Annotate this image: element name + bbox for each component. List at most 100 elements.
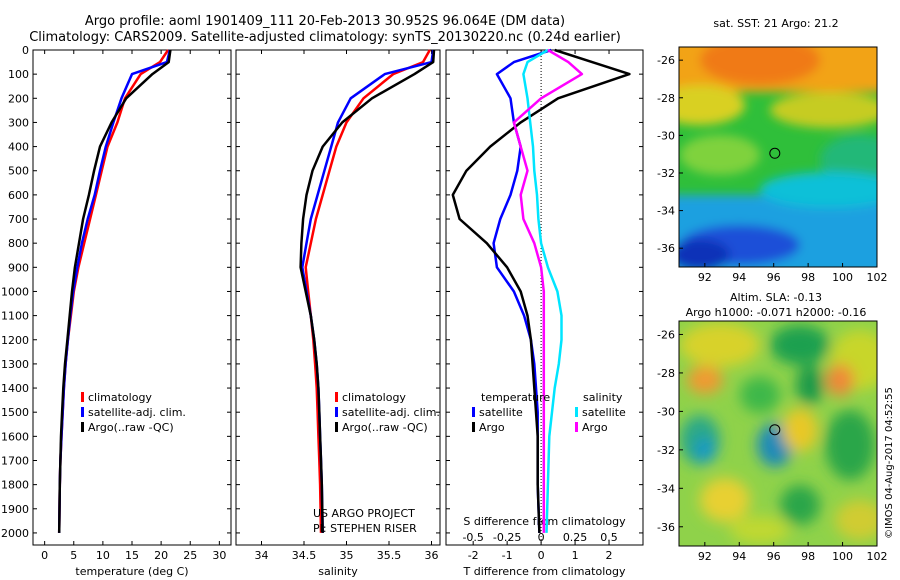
sst-map: sat. SST: 21 Argo: 21.2 92 94 96 98 100 102 -2… (657, 17, 887, 284)
map-y-tick-label: -26 (657, 328, 675, 341)
x-tick-label: 0 (41, 549, 48, 562)
y-tick-label: 1700 (1, 454, 29, 467)
sst-map-title: sat. SST: 21 Argo: 21.2 (713, 17, 838, 30)
series-line-temperature-argo (451, 48, 631, 533)
map-y-tick-label: -36 (657, 242, 675, 255)
map-y-tick-label: -34 (657, 482, 675, 495)
y-tick-label: 1000 (1, 285, 29, 298)
map-y-tick-label: -26 (657, 54, 675, 67)
y-tick-label: 400 (8, 141, 29, 154)
legend-swatch (81, 392, 84, 402)
map-y-tick-label: -28 (657, 367, 675, 380)
s-diff-tick-label: 0.5 (600, 531, 618, 544)
project-annotation: US ARGO PROJECT (313, 507, 415, 520)
salinity-panel: 34 34.5 35 35.5 36 salinity climatology satelli… (235, 49, 441, 578)
x-axis-label: temperature (deg C) (75, 565, 188, 578)
x-tick-label: 0 (538, 549, 545, 562)
y-tick-label: 300 (8, 116, 29, 129)
x-tick-label: 34.5 (292, 549, 317, 562)
map-x-tick-label: 102 (867, 550, 888, 563)
y-tick-label: 700 (8, 213, 29, 226)
sst-map-axes: 92 94 96 98 100 102 -26 -28 -30 -32 -34 -36 (657, 54, 887, 284)
map-x-tick-label: 96 (767, 271, 781, 284)
series-line-salinity-satellite (522, 48, 563, 533)
sla-argo-position-marker (769, 424, 781, 436)
map-x-tick-label: 100 (832, 271, 853, 284)
sla-map-axes: 92 94 96 98 100 102 -26 -28 -30 -32 -34 -36 (657, 328, 887, 563)
y-tick-label: 1300 (1, 358, 29, 371)
legend-label: climatology (88, 391, 152, 404)
s-diff-tick-label: -0.5 (462, 531, 483, 544)
x-axis-label: salinity (318, 565, 358, 578)
x-tick-label: 1 (572, 549, 579, 562)
sla-map-field (679, 321, 877, 546)
series-line-argo-raw-qc- (299, 49, 436, 533)
legend-label: satellite-adj. clim. (342, 406, 440, 419)
x-axis-label: T difference from climatology (463, 565, 626, 578)
legend-label: satellite (479, 406, 523, 419)
legend-label: Argo (479, 421, 505, 434)
map-x-tick-label: 98 (801, 550, 815, 563)
legend-swatch (335, 407, 338, 417)
x-tick-label: -1 (502, 549, 513, 562)
series-line-climatology (304, 49, 431, 533)
legend-swatch (575, 407, 578, 417)
s-diff-tick-label: 0 (538, 531, 545, 544)
map-x-tick-label: 94 (732, 271, 746, 284)
y-tick-label: 800 (8, 237, 29, 250)
x-tick-label: -2 (468, 549, 479, 562)
sla-map: Altim. SLA: -0.13 Argo h1000: -0.071 h20… (657, 291, 887, 563)
legend-label: climatology (342, 391, 406, 404)
legend-label: Argo(..raw -QC) (88, 421, 174, 434)
map-y-tick-label: -30 (657, 129, 675, 142)
legend-swatch (335, 422, 338, 432)
y-tick-label: 1100 (1, 310, 29, 323)
x-tick-label: 36 (425, 549, 439, 562)
y-tick-label: 1200 (1, 334, 29, 347)
legend-label: Argo (582, 421, 608, 434)
sla-map-title-line-1: Altim. SLA: -0.13 (730, 291, 822, 304)
y-tick-label: 1600 (1, 430, 29, 443)
x-tick-label: 10 (96, 549, 110, 562)
map-y-tick-label: -32 (657, 444, 675, 457)
map-x-tick-label: 92 (698, 271, 712, 284)
plot-frame (32, 49, 232, 546)
y-tick-label: 1500 (1, 406, 29, 419)
y-tick-label: 900 (8, 261, 29, 274)
y-tick-label: 600 (8, 189, 29, 202)
x-tick-label: 25 (183, 549, 197, 562)
y-tick-label: 0 (22, 44, 29, 57)
map-y-tick-label: -28 (657, 92, 675, 105)
sst-map-field (679, 47, 877, 267)
legend-swatch (81, 422, 84, 432)
s-diff-tick-label: -0.25 (493, 531, 521, 544)
map-x-tick-label: 94 (732, 550, 746, 563)
project-annotation: PI: STEPHEN RISER (313, 522, 417, 535)
map-y-tick-label: -30 (657, 405, 675, 418)
plot-frame (235, 49, 441, 546)
sla-map-title-line-2: Argo h1000: -0.071 h2000: -0.16 (686, 306, 867, 319)
legend-swatch (472, 422, 475, 432)
legend-title-temperature: temperature (481, 391, 550, 404)
x-tick-label: 34 (255, 549, 269, 562)
y-tick-label: 200 (8, 92, 29, 105)
map-y-tick-label: -36 (657, 521, 675, 534)
map-y-tick-label: -32 (657, 167, 675, 180)
y-tick-label: 500 (8, 165, 29, 178)
legend-label: satellite (582, 406, 626, 419)
series-line-argo-raw-qc- (57, 49, 172, 533)
figure-title-line-1: Argo profile: aoml 1901409_111 20-Feb-20… (84, 14, 566, 29)
figure-title-line-2: Climatology: CARS2009. Satellite-adjuste… (29, 30, 621, 45)
map-x-tick-label: 102 (867, 271, 888, 284)
y-tick-label: 1400 (1, 382, 29, 395)
x-tick-label: 20 (154, 549, 168, 562)
imos-credit-stamp: ©IMOS 04-Aug-2017 04:52:55 (884, 387, 895, 539)
x-tick-label: 30 (212, 549, 226, 562)
difference-panel: -2 -1 0 1 2 T difference from climatology -0.5… (445, 48, 644, 578)
sst-argo-position-marker (769, 147, 781, 159)
y-tick-label: 2000 (1, 527, 29, 540)
x-tick-label: 35 (340, 549, 354, 562)
y-tick-label: 1900 (1, 503, 29, 516)
legend-label: Argo(..raw -QC) (342, 421, 428, 434)
legend-label: satellite-adj. clim. (88, 406, 186, 419)
